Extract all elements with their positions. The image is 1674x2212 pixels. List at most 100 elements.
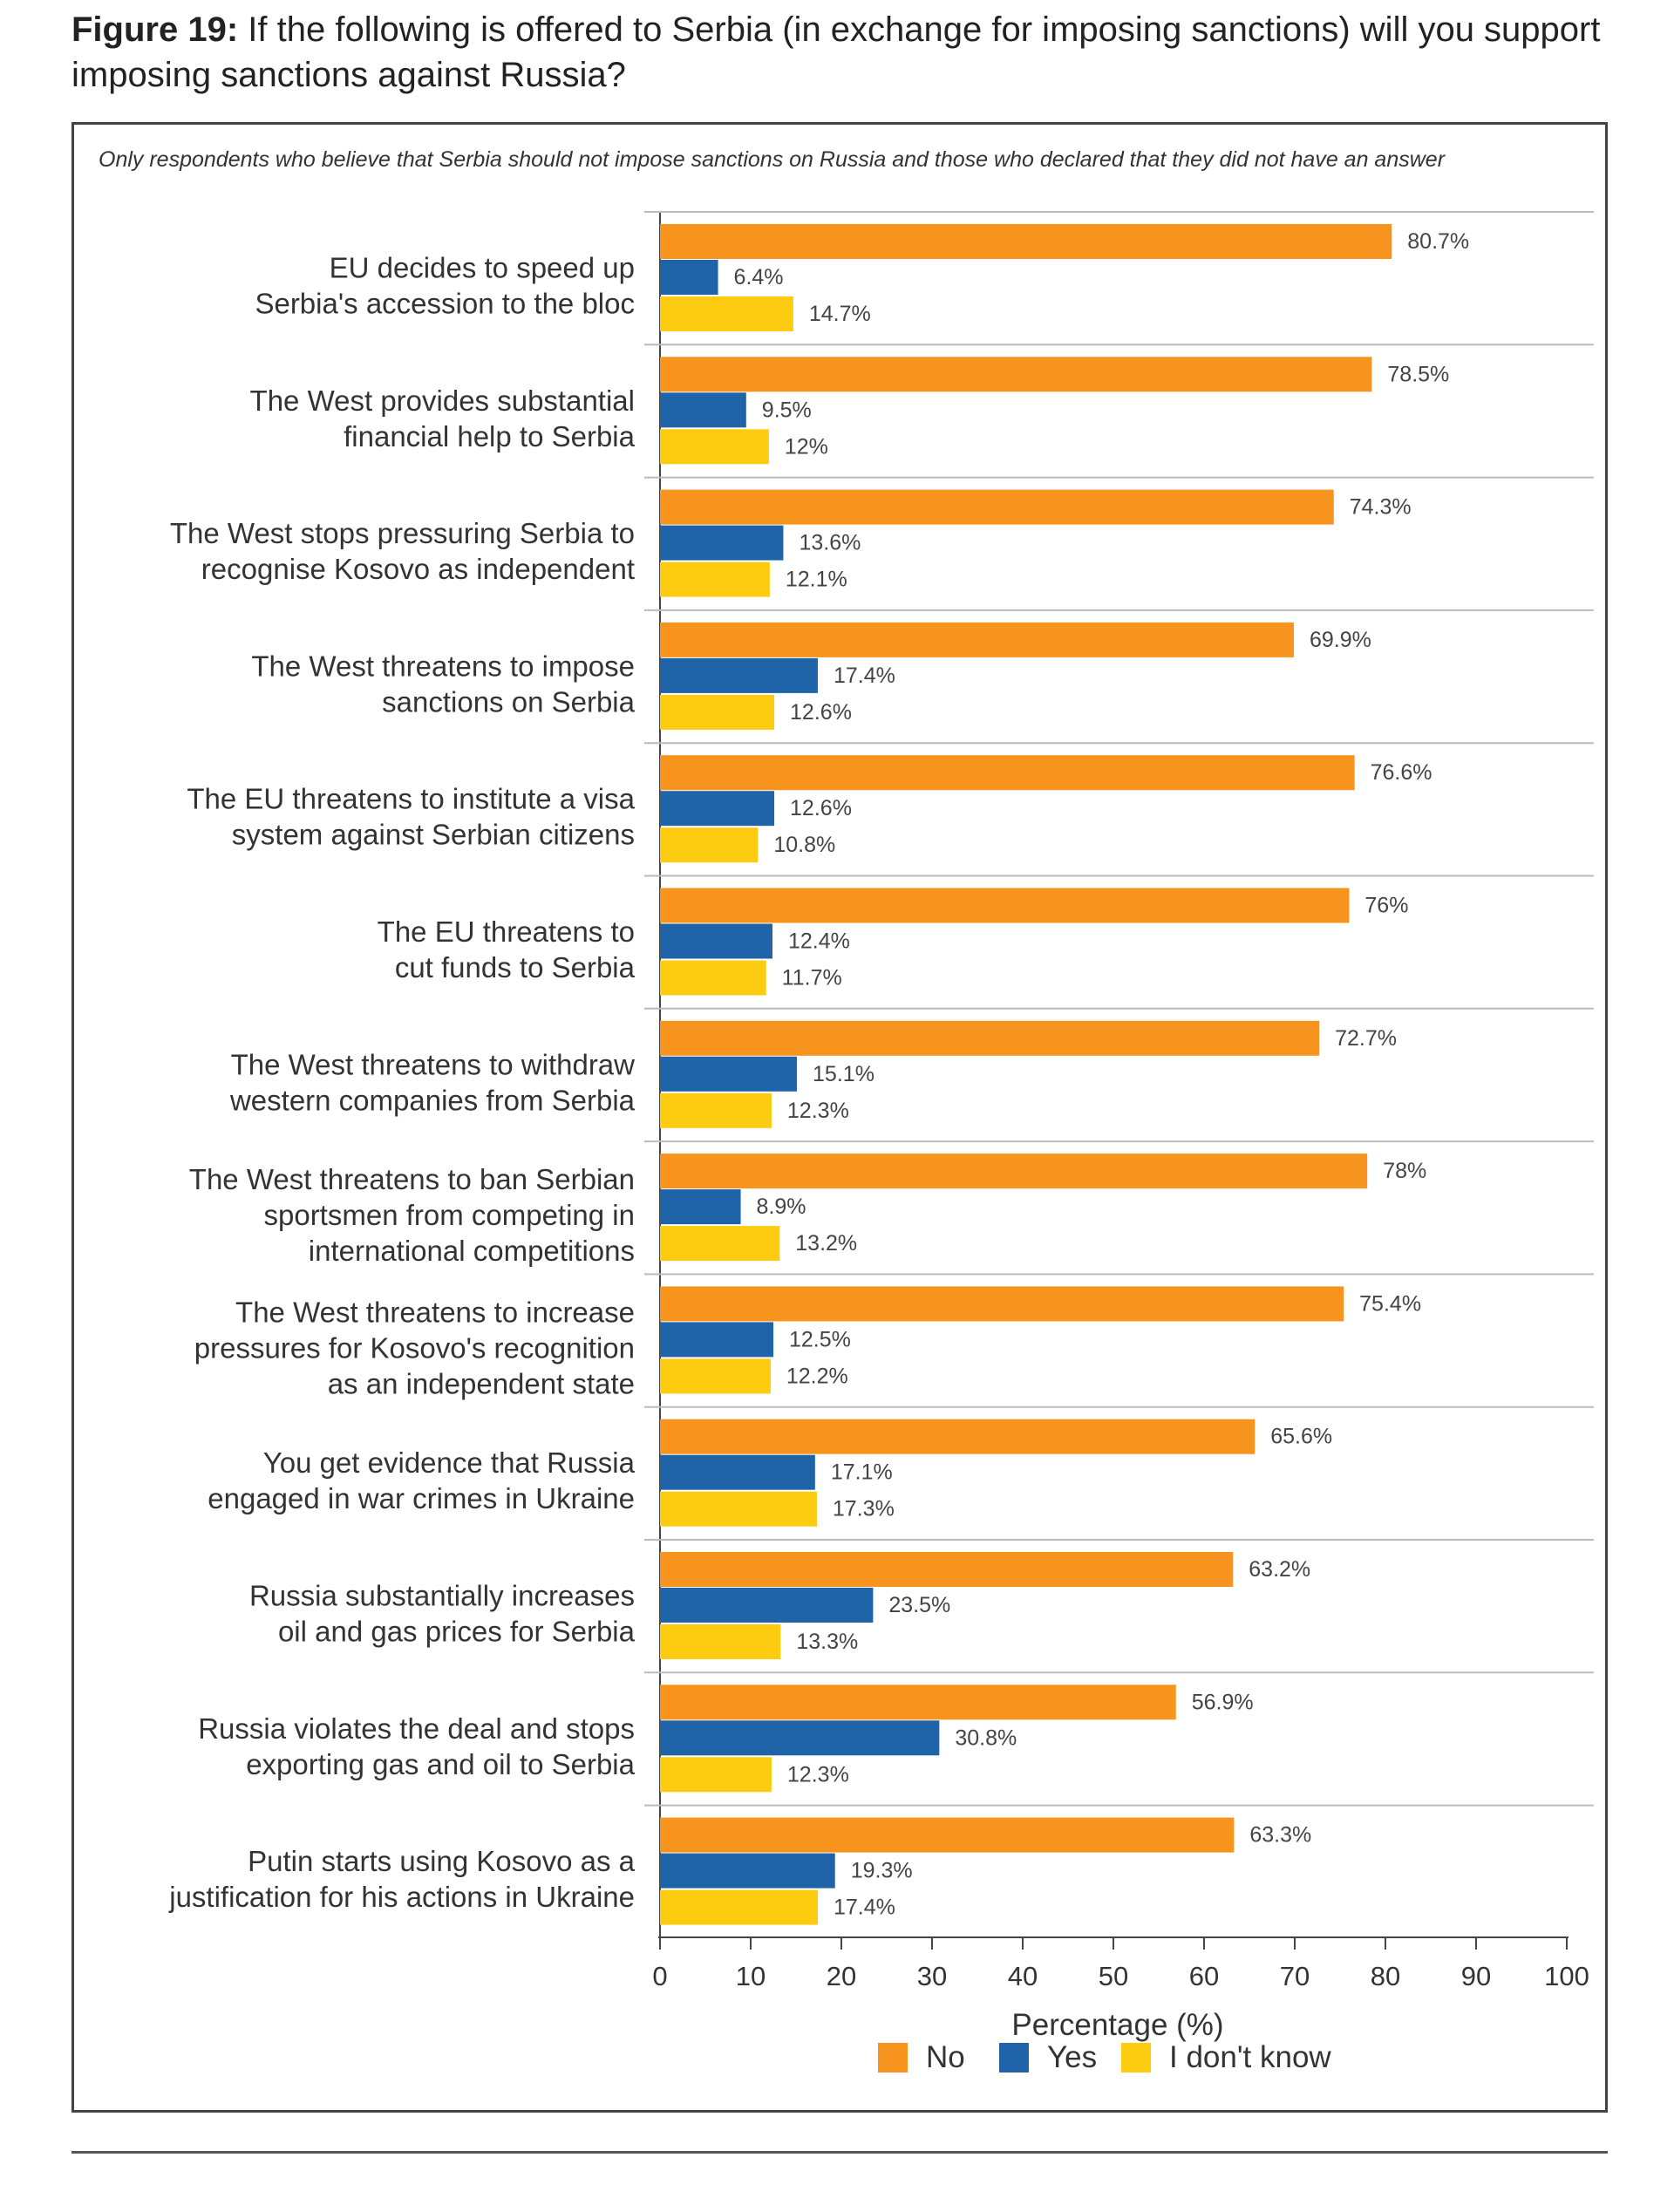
category-label: engaged in war crimes in Ukraine [208,1482,635,1514]
category-label: The West threatens to increase [235,1296,635,1328]
value-label-dont_know: 11.7% [782,966,842,990]
value-label-dont_know: 12.3% [787,1099,849,1123]
category-label: The West threatens to withdraw [231,1048,636,1080]
bar-yes [660,1189,741,1225]
x-tick-label: 90 [1461,1961,1491,1991]
x-tick-label: 100 [1544,1961,1589,1991]
category-label: pressures for Kosovo's recognition [194,1331,635,1364]
category-label: The West threatens to ban Serbian [189,1163,635,1195]
category-label: western companies from Serbia [229,1084,636,1116]
category-label: sportsmen from competing in [263,1199,635,1231]
value-label-no: 63.2% [1249,1557,1310,1582]
bar-yes [660,260,718,295]
category-label: system against Serbian citizens [232,819,635,851]
bar-no [660,888,1350,923]
bar-yes [660,1056,798,1092]
chart-subtitle: Only respondents who believe that Serbia… [99,147,1446,172]
bar-dont_know [660,1226,780,1262]
bar-yes [660,1454,815,1490]
category-label: Putin starts using Kosovo as a [248,1845,636,1877]
x-tick-label: 20 [827,1961,856,1991]
category-label: cut funds to Serbia [395,951,636,983]
category-label: financial help to Serbia [344,420,636,453]
value-label-no: 76% [1364,894,1408,918]
bar-no [660,1286,1344,1322]
bar-yes [660,923,772,959]
value-label-no: 78.5% [1387,362,1449,386]
value-label-yes: 17.1% [831,1460,893,1485]
bar-dont_know [660,1092,772,1128]
value-label-yes: 6.4% [734,265,784,289]
bar-yes [660,1588,874,1623]
legend-label-yes: Yes [1047,2040,1097,2074]
value-label-yes: 30.8% [955,1725,1017,1750]
x-tick-label: 70 [1280,1961,1310,1991]
figure-title: Figure 19: If the following is offered t… [71,7,1623,98]
value-label-no: 69.9% [1310,628,1371,652]
figure-title-text: If the following is offered to Serbia (i… [71,10,1601,94]
chart-frame [71,122,1608,2113]
legend-swatch-dont_know [1121,2043,1151,2072]
bar-yes [660,1720,940,1756]
bar-dont_know [660,960,766,996]
bar-no [660,755,1355,791]
category-label: The West threatens to impose [251,650,635,682]
legend-label-dont_know: I don't know [1169,2040,1331,2074]
bar-dont_know [660,1358,771,1394]
figure-label: Figure 19: [71,10,239,49]
value-label-dont_know: 13.2% [795,1231,857,1256]
x-tick-label: 40 [1008,1961,1038,1991]
x-tick-label: 50 [1099,1961,1128,1991]
bar-dont_know [660,296,793,331]
value-label-yes: 9.5% [762,398,812,422]
bar-dont_know [660,694,775,730]
bar-dont_know [660,1757,772,1793]
category-label: justification for his actions in Ukraine [168,1881,635,1913]
value-label-dont_know: 12% [785,434,828,459]
bar-yes [660,525,784,561]
x-tick-label: 60 [1189,1961,1219,1991]
x-tick-label: 0 [652,1961,667,1991]
value-label-dont_know: 14.7% [809,302,871,326]
value-label-dont_know: 17.4% [834,1896,895,1920]
bar-no [660,224,1392,259]
bar-dont_know [660,827,759,863]
value-label-no: 74.3% [1350,495,1412,520]
category-label: as an independent state [328,1367,635,1399]
x-tick-label: 10 [736,1961,766,1991]
value-label-yes: 23.5% [888,1593,950,1617]
bar-no [660,1552,1234,1587]
bar-yes [660,657,818,693]
bar-yes [660,1322,773,1358]
bar-no [660,1154,1368,1189]
category-label: The West provides substantial [250,385,635,417]
bottom-rule [71,2151,1608,2154]
value-label-no: 56.9% [1192,1690,1254,1714]
category-label: international competitions [309,1235,635,1267]
legend-swatch-yes [999,2043,1029,2072]
value-label-dont_know: 12.1% [786,568,847,592]
bar-yes [660,1853,835,1889]
category-label: Serbia's accession to the bloc [255,288,635,320]
bar-yes [660,392,746,428]
bar-no [660,357,1372,392]
value-label-dont_know: 12.6% [790,700,852,725]
bar-no [660,1817,1235,1853]
value-label-yes: 12.4% [788,929,850,954]
category-label: Russia substantially increases [249,1580,635,1612]
value-label-no: 65.6% [1270,1425,1332,1449]
value-label-yes: 8.9% [757,1194,806,1219]
x-axis-title: Percentage (%) [1011,2008,1223,2042]
value-label-yes: 19.3% [851,1859,913,1883]
value-label-no: 75.4% [1359,1291,1421,1316]
value-label-yes: 13.6% [799,531,861,555]
bar-yes [660,791,775,827]
category-label: Russia violates the deal and stops [198,1712,635,1745]
value-label-yes: 12.6% [790,796,852,820]
value-label-no: 80.7% [1407,229,1469,254]
category-label: The EU threatens to [378,915,635,948]
category-label: oil and gas prices for Serbia [278,1616,636,1648]
legend-label-no: No [926,2040,965,2074]
value-label-dont_know: 10.8% [773,833,835,857]
